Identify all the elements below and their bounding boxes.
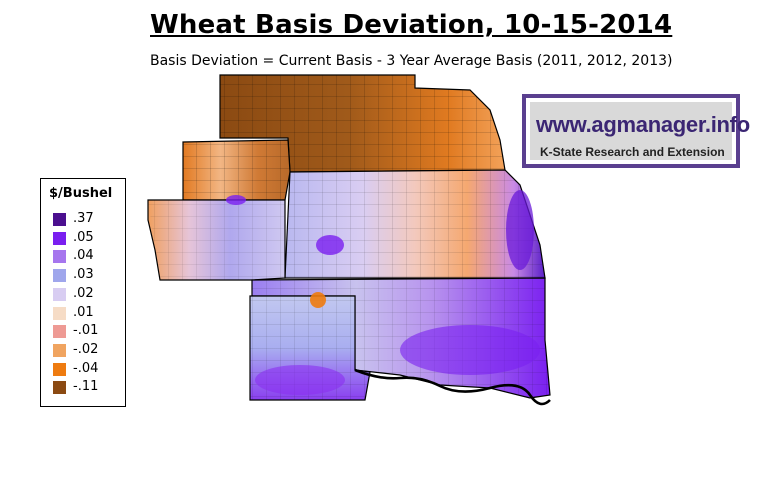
river-boundary <box>354 368 551 406</box>
legend-swatch <box>53 306 66 320</box>
region-colorado <box>147 199 286 281</box>
legend-label: -.01 <box>73 323 99 339</box>
legend-label: -.11 <box>73 379 99 395</box>
map-subtitle: Basis Deviation = Current Basis - 3 Year… <box>150 53 673 69</box>
purple-hotspots <box>226 190 540 395</box>
legend-item: .37 <box>49 211 121 227</box>
legend-label: .05 <box>73 229 94 245</box>
legend-item: -.02 <box>49 342 121 358</box>
legend-item: -.04 <box>49 361 121 377</box>
legend-swatch <box>53 381 66 395</box>
legend-item: .01 <box>49 305 121 321</box>
legend-label: .02 <box>73 285 94 301</box>
legend-title: $/Bushel <box>49 186 113 201</box>
logo-background: www.agmanager.info K-State Research and … <box>530 102 750 160</box>
legend-swatch <box>53 325 66 339</box>
legend-item: .02 <box>49 286 121 302</box>
legend-swatch <box>53 269 66 283</box>
region-north <box>219 74 506 173</box>
legend-swatch <box>53 213 66 226</box>
legend-item: .04 <box>49 248 121 264</box>
legend-item: .05 <box>49 230 121 246</box>
legend-label: .04 <box>73 248 94 264</box>
region-northwest <box>182 139 291 201</box>
legend: $/Bushel .37 .05 .04 .03 .02 .01 -.01 -.02 -.04 -… <box>40 178 126 407</box>
legend-swatch <box>53 250 66 264</box>
region-nebraska <box>284 169 546 279</box>
logo-url-text: www.agmanager.info <box>536 112 750 137</box>
legend-label: -.04 <box>73 360 99 376</box>
legend-swatch <box>53 231 66 245</box>
map-title: Wheat Basis Deviation, 10-15-2014 <box>150 10 673 40</box>
legend-item: -.11 <box>49 379 121 395</box>
legend-label: .03 <box>73 267 94 283</box>
legend-label: .37 <box>73 211 94 226</box>
legend-swatch <box>53 343 66 357</box>
agmanager-logo[interactable]: www.agmanager.info K-State Research and … <box>522 94 750 168</box>
legend-item: -.01 <box>49 323 121 339</box>
legend-item: .03 <box>49 267 121 283</box>
legend-label: .01 <box>73 304 94 320</box>
logo-org-text: K-State Research and Extension <box>540 145 725 159</box>
legend-swatch <box>53 287 66 301</box>
legend-swatch <box>53 362 66 376</box>
legend-label: -.02 <box>73 341 99 357</box>
